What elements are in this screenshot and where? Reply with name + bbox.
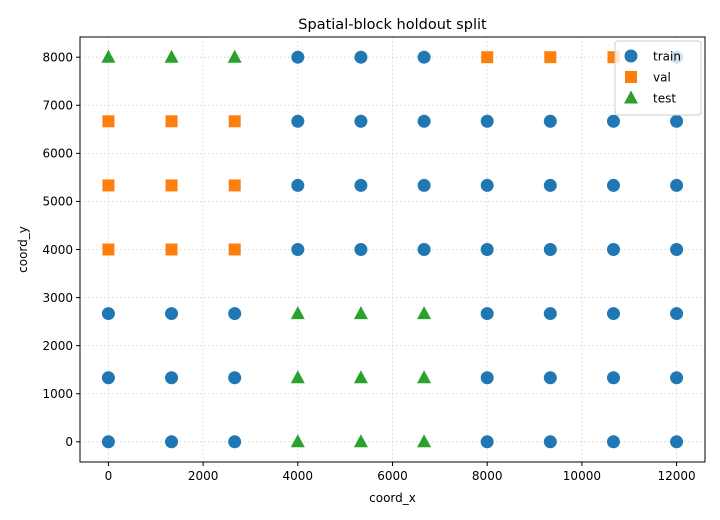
test-point (290, 434, 305, 448)
y-tick-label: 5000 (42, 195, 73, 209)
val-point (102, 179, 115, 192)
train-point (606, 114, 620, 128)
train-point (291, 243, 305, 256)
train-point (606, 243, 620, 256)
train-point (543, 243, 557, 256)
test-point (417, 434, 432, 448)
train-point (291, 114, 305, 128)
legend-box (614, 40, 702, 116)
train-point (543, 371, 557, 385)
test-point (164, 49, 179, 63)
test-point (227, 49, 242, 63)
train-point (165, 371, 179, 385)
x-tick-label: 0 (105, 469, 113, 483)
val-point (165, 179, 178, 192)
val-point (228, 179, 241, 192)
test-point (353, 370, 368, 384)
test-point (101, 49, 116, 63)
test-point (290, 370, 305, 384)
train-point (670, 178, 684, 192)
x-tick-label: 8000 (472, 469, 503, 483)
val-point (481, 51, 494, 64)
test-point (290, 306, 305, 320)
y-tick-label: 6000 (42, 147, 73, 161)
train-point (543, 178, 557, 192)
train-point (228, 371, 242, 385)
test-point (417, 370, 432, 384)
train-point (480, 243, 494, 256)
train-point (480, 114, 494, 128)
y-tick-label: 0 (65, 435, 73, 449)
train-point (228, 435, 242, 449)
train-point (417, 178, 431, 192)
train-point (670, 243, 684, 256)
train-point (670, 435, 684, 449)
train-point (165, 307, 179, 321)
train-point (543, 307, 557, 321)
val-point (228, 243, 241, 256)
train-point (101, 307, 115, 321)
x-axis-label: coord_x (369, 491, 416, 505)
train-point (291, 50, 305, 64)
y-tick-label: 1000 (42, 387, 73, 401)
x-tick-label: 10000 (563, 469, 601, 483)
train-point (606, 307, 620, 321)
axis-ticks: 0 2000 4000 6000 8000 10000 12000 0 1000 2000 3000… (42, 50, 695, 483)
train-point (606, 371, 620, 385)
train-point (417, 50, 431, 64)
y-tick-label: 4000 (42, 243, 73, 257)
test-point (353, 434, 368, 448)
train-point (670, 307, 684, 321)
train-point (417, 114, 431, 128)
train-point (670, 114, 684, 128)
train-point (606, 178, 620, 192)
train-point (354, 50, 368, 64)
y-tick-label: 2000 (42, 339, 73, 353)
legend-label-val: val (653, 70, 671, 84)
train-point (417, 243, 431, 256)
train-point (480, 307, 494, 321)
x-tick-label: 12000 (657, 469, 695, 483)
val-point (165, 115, 178, 128)
train-point (606, 435, 620, 449)
train-point (291, 178, 305, 192)
legend-marker-train (624, 49, 638, 63)
train-point (670, 371, 684, 385)
y-tick-label: 8000 (42, 50, 73, 64)
train-point (165, 435, 179, 449)
legend-marker-test (624, 90, 638, 104)
y-tick-label: 7000 (42, 99, 73, 113)
train-point (228, 307, 242, 321)
legend-label-test: test (653, 91, 676, 105)
val-point (165, 243, 178, 256)
legend-label-train: train (653, 49, 681, 63)
x-tick-label: 4000 (283, 469, 314, 483)
x-tick-label: 2000 (188, 469, 219, 483)
train-point (480, 435, 494, 449)
train-point (354, 243, 368, 256)
y-axis-label: coord_y (16, 226, 30, 273)
train-point (543, 435, 557, 449)
legend-marker-val (625, 71, 637, 83)
val-point (228, 115, 241, 128)
test-point (417, 306, 432, 320)
val-point (544, 51, 557, 64)
train-point (101, 435, 115, 449)
val-point (102, 115, 115, 128)
train-point (480, 178, 494, 192)
legend: train val test (614, 40, 702, 116)
train-point (480, 371, 494, 385)
data-points (101, 49, 684, 449)
train-point (101, 371, 115, 385)
y-tick-label: 3000 (42, 291, 73, 305)
train-point (354, 178, 368, 192)
train-point (543, 114, 557, 128)
test-point (353, 306, 368, 320)
val-point (102, 243, 115, 256)
x-tick-label: 6000 (377, 469, 408, 483)
train-point (354, 114, 368, 128)
chart-title: Spatial-block holdout split (298, 17, 487, 33)
